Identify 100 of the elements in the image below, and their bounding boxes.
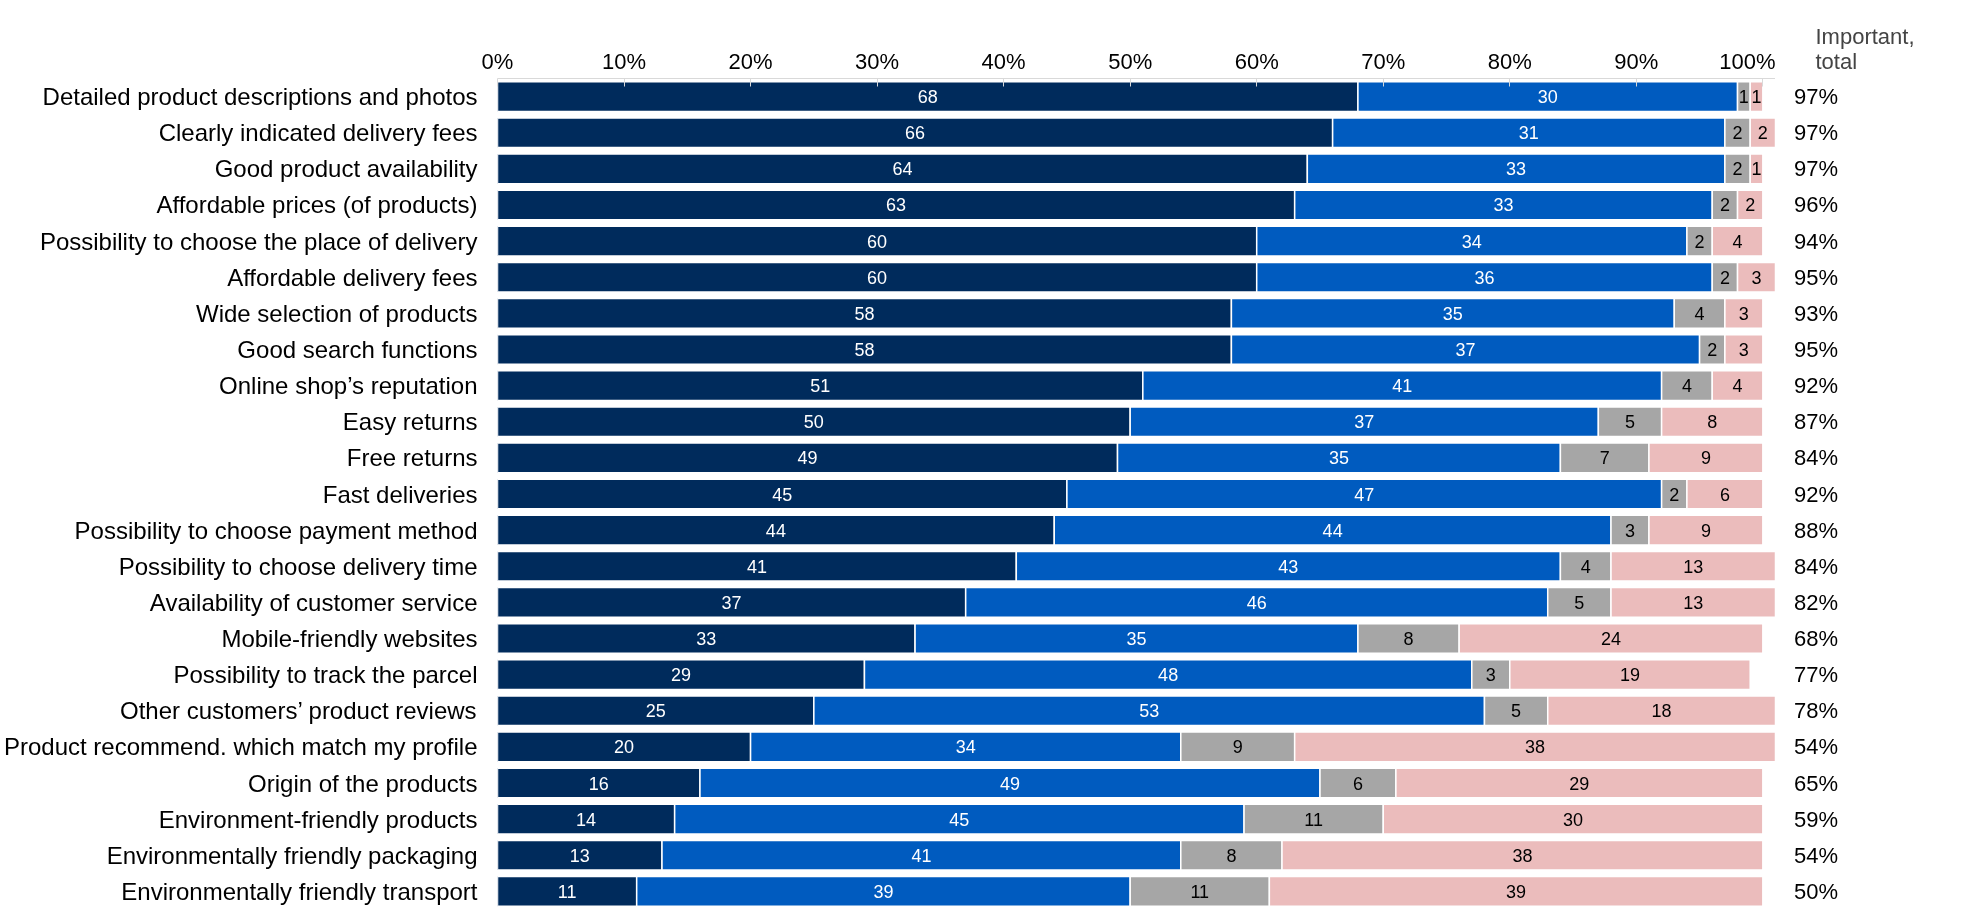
data-label: 9 <box>1700 448 1711 469</box>
data-label: 19 <box>1619 665 1641 686</box>
text: 95% <box>1794 336 1839 362</box>
data-label: 49 <box>999 773 1020 794</box>
data-label: 36 <box>1474 267 1495 288</box>
x-tick-label: 100% <box>1719 48 1776 74</box>
y-tick-label: Environmentally friendly packaging <box>106 841 478 869</box>
data-label: 13 <box>1683 592 1704 613</box>
data-label: 33 <box>1493 195 1514 216</box>
x-tick-label: 90% <box>1614 48 1659 74</box>
text: 97% <box>1794 156 1839 182</box>
data-label: 38 <box>1525 737 1546 758</box>
data-label: 5 <box>1624 412 1635 433</box>
text: 92% <box>1794 373 1839 399</box>
data-label: 4 <box>1580 556 1591 577</box>
data-label: 37 <box>721 592 742 613</box>
x-tick-label: 70% <box>1361 48 1406 74</box>
data-label: 49 <box>797 448 818 469</box>
y-tick-label: Wide selection of products <box>196 299 478 327</box>
data-label: 60 <box>867 267 888 288</box>
data-label: 13 <box>569 845 590 866</box>
text: 96% <box>1794 192 1839 218</box>
data-label: 66 <box>905 123 926 144</box>
text: 84% <box>1794 445 1839 471</box>
data-label: 9 <box>1700 520 1711 541</box>
data-label: 8 <box>1226 845 1237 866</box>
data-label: 8 <box>1403 629 1414 650</box>
y-tick-label: Easy returns <box>342 408 478 436</box>
y-tick-label: Detailed product descriptions and photos <box>42 83 478 111</box>
data-label: 64 <box>892 159 913 180</box>
data-label: 3 <box>1624 520 1635 541</box>
data-label: 24 <box>1600 629 1622 650</box>
data-label: 41 <box>1392 376 1413 397</box>
data-label: 2 <box>1732 123 1743 144</box>
data-label: 6 <box>1719 484 1730 505</box>
data-label: 2 <box>1719 267 1730 288</box>
data-label: 51 <box>810 376 831 397</box>
data-label: 11 <box>1190 881 1210 902</box>
data-label: 58 <box>854 303 875 324</box>
data-label: 37 <box>1354 412 1375 433</box>
data-label: 2 <box>1745 195 1756 216</box>
text: 88% <box>1794 517 1839 543</box>
y-tick-label: Affordable delivery fees <box>227 263 478 291</box>
x-tick-label: 60% <box>1234 48 1279 74</box>
data-label: 9 <box>1232 737 1243 758</box>
y-tick-label: Good product availability <box>214 155 478 183</box>
data-label: 4 <box>1732 376 1743 397</box>
data-label: 53 <box>1139 701 1160 722</box>
data-label: 16 <box>588 773 609 794</box>
data-label: 4 <box>1694 303 1705 324</box>
data-label: 63 <box>886 195 907 216</box>
x-tick-label: 0% <box>481 48 514 74</box>
data-label: 29 <box>1569 773 1590 794</box>
y-tick-label: Availability of customer service <box>149 588 478 616</box>
y-tick-label: Possibility to choose delivery time <box>118 552 478 580</box>
y-tick-label: Other customers’ product reviews <box>120 697 477 725</box>
data-label: 39 <box>873 881 894 902</box>
data-label: 34 <box>1461 231 1482 252</box>
data-label: 11 <box>557 881 577 902</box>
y-tick-label: Affordable prices (of products) <box>156 191 478 219</box>
data-label: 1 <box>1751 87 1762 108</box>
data-label: 20 <box>614 737 635 758</box>
text: 59% <box>1794 806 1839 832</box>
data-label: 46 <box>1246 592 1267 613</box>
data-label: 25 <box>645 701 666 722</box>
text: 84% <box>1794 553 1839 579</box>
data-label: 37 <box>1455 339 1476 360</box>
x-tick-label: 50% <box>1108 48 1153 74</box>
data-label: 44 <box>765 520 786 541</box>
data-label: 58 <box>854 339 875 360</box>
data-label: 30 <box>1563 809 1584 830</box>
data-label: 34 <box>955 737 976 758</box>
data-label: 30 <box>1537 87 1558 108</box>
data-label: 2 <box>1732 159 1743 180</box>
y-tick-label: Possibility to choose the place of delivery <box>39 227 478 255</box>
text: 95% <box>1794 264 1839 290</box>
data-label: 39 <box>1506 881 1527 902</box>
data-label: 2 <box>1757 123 1768 144</box>
x-tick-label: 40% <box>981 48 1026 74</box>
text: 97% <box>1794 120 1839 146</box>
data-label: 5 <box>1574 592 1585 613</box>
y-tick-label: Clearly indicated delivery fees <box>158 119 478 147</box>
x-tick-label: 80% <box>1487 48 1532 74</box>
data-label: 33 <box>1506 159 1527 180</box>
data-label: 3 <box>1485 665 1496 686</box>
text: 94% <box>1794 228 1839 254</box>
data-label: 5 <box>1511 701 1522 722</box>
data-label: 33 <box>696 629 717 650</box>
data-label: 2 <box>1707 339 1718 360</box>
x-tick-label: 30% <box>855 48 900 74</box>
data-label: 41 <box>911 845 932 866</box>
y-tick-label: Possibility to track the parcel <box>173 661 478 689</box>
data-label: 35 <box>1126 629 1147 650</box>
y-tick-label: Online shop’s reputation <box>219 372 478 400</box>
data-label: 4 <box>1681 376 1692 397</box>
y-tick-label: Mobile-friendly websites <box>221 625 478 653</box>
data-label: 44 <box>1322 520 1343 541</box>
text: 92% <box>1794 481 1839 507</box>
data-label: 11 <box>1304 809 1323 830</box>
data-label: 45 <box>949 809 970 830</box>
